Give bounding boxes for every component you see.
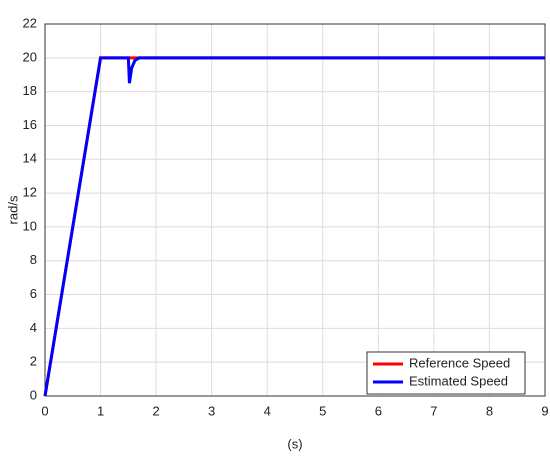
x-tick-label: 3 (208, 403, 215, 418)
legend-label: Reference Speed (409, 355, 510, 370)
y-tick-label: 10 (23, 218, 37, 233)
plot-frame (44, 23, 546, 397)
x-axis-label: (s) (287, 436, 302, 451)
y-tick-label: 22 (23, 15, 37, 30)
x-tick-label: 2 (152, 403, 159, 418)
legend-label: Estimated Speed (409, 373, 508, 388)
x-tick-label: 7 (430, 403, 437, 418)
y-tick-label: 20 (23, 49, 37, 64)
legend-box (366, 351, 526, 395)
y-tick-label: 18 (23, 83, 37, 98)
y-tick-label: 16 (23, 117, 37, 132)
y-tick-label: 12 (23, 185, 37, 200)
x-tick-label: 9 (541, 403, 548, 418)
x-tick-label: 6 (375, 403, 382, 418)
y-tick-label: 8 (30, 252, 37, 267)
data-line (43, 56, 545, 397)
y-tick-label: 0 (30, 387, 37, 402)
y-tick-label: 14 (23, 151, 37, 166)
y-tick-label: 6 (30, 286, 37, 301)
x-tick-label: 4 (264, 403, 271, 418)
y-axis-label: rad/s (5, 195, 20, 224)
x-tick-label: 0 (41, 403, 48, 418)
y-tick-label: 2 (30, 354, 37, 369)
x-tick-label: 5 (319, 403, 326, 418)
plot-area (45, 24, 545, 396)
x-tick-label: 8 (486, 403, 493, 418)
x-tick-label: 1 (97, 403, 104, 418)
y-tick-label: 4 (30, 320, 37, 335)
